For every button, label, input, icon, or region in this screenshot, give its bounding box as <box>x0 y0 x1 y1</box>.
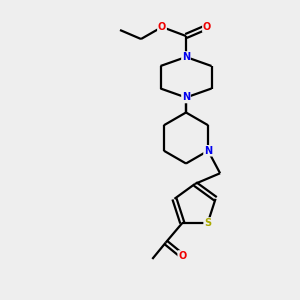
Text: O: O <box>178 251 186 261</box>
Text: S: S <box>204 218 211 228</box>
Text: N: N <box>182 52 190 62</box>
Text: O: O <box>203 22 211 32</box>
Text: N: N <box>182 92 190 103</box>
Text: N: N <box>204 146 212 156</box>
Text: O: O <box>158 22 166 32</box>
